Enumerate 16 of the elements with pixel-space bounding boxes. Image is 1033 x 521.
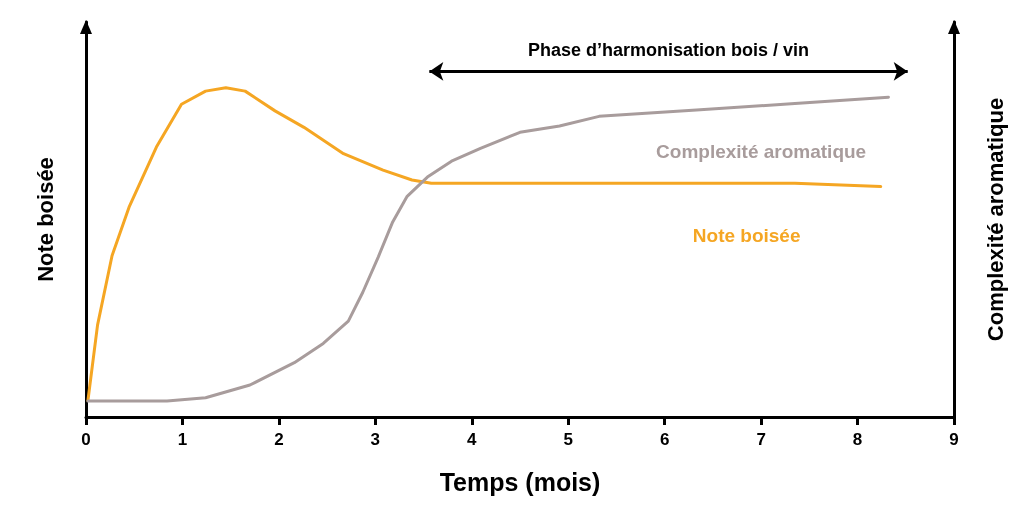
x-tick-label: 7 (756, 430, 766, 449)
x-tick-label: 3 (370, 430, 381, 449)
x-tick-label: 9 (949, 430, 959, 449)
y-axis-title: Note boisée (32, 157, 58, 282)
x-axis-title: Temps (mois) (439, 467, 601, 496)
text: Note boisée (692, 225, 801, 247)
x-tick-label: 5 (563, 430, 573, 449)
x-tick-label: 1 (177, 430, 188, 449)
text: Phase d’harmonisation bois / vin (527, 40, 810, 61)
x-tick-label: 0 (81, 430, 91, 449)
series-label: Complexité aromatique (656, 141, 867, 163)
x-tick-label: 6 (659, 430, 670, 449)
x-tick-label: 2 (274, 430, 284, 449)
x-tick-label: 8 (852, 430, 863, 449)
y2-axis-title: Complexité aromatique (982, 97, 1008, 342)
x-tick-label: 4 (467, 430, 478, 449)
